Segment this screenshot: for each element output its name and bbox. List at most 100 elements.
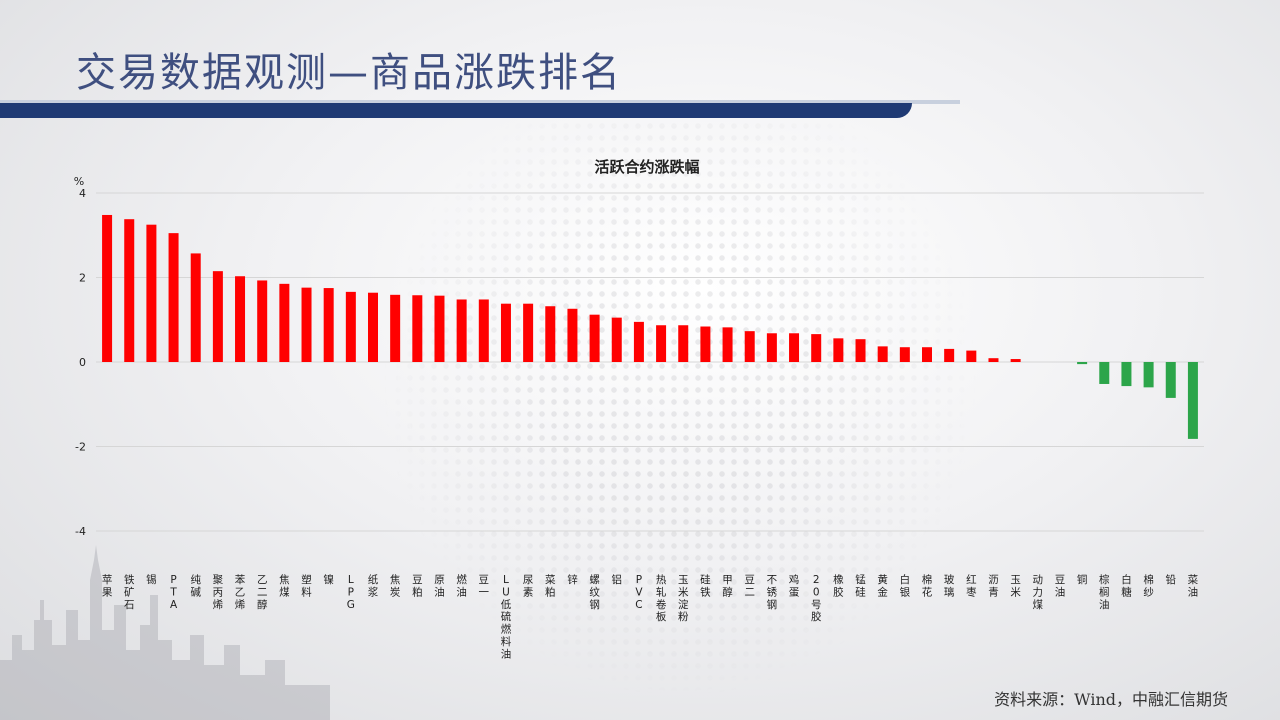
svg-text:卷: 卷 — [656, 598, 667, 611]
svg-text:0: 0 — [813, 586, 820, 598]
y-tick-label: 0 — [79, 356, 86, 369]
bar — [190, 253, 201, 362]
x-tick-label: PVC — [635, 574, 643, 611]
svg-text:L: L — [503, 574, 509, 586]
bar — [811, 334, 822, 362]
x-tick-label: 螺纹钢 — [589, 574, 600, 611]
x-tick-label: 动力煤 — [1033, 574, 1044, 611]
svg-text:白: 白 — [900, 573, 911, 586]
svg-text:油: 油 — [434, 585, 445, 598]
bar — [678, 325, 689, 362]
svg-text:煤: 煤 — [1033, 598, 1044, 611]
bar — [390, 294, 401, 362]
bar — [877, 346, 888, 362]
x-tick-label: 棉纱 — [1143, 573, 1154, 598]
bar — [1099, 362, 1110, 384]
svg-text:一: 一 — [479, 586, 490, 598]
city-skyline-decoration — [0, 545, 330, 720]
title-underline-light — [0, 100, 960, 104]
svg-text:豆: 豆 — [1055, 574, 1066, 586]
svg-text:炭: 炭 — [390, 586, 401, 598]
svg-text:不: 不 — [767, 574, 778, 586]
x-tick-label: 焦炭 — [390, 573, 401, 598]
svg-text:C: C — [635, 599, 642, 611]
svg-text:丙: 丙 — [213, 586, 224, 598]
svg-text:煤: 煤 — [279, 585, 290, 598]
x-tick-label: 聚丙烯 — [213, 574, 224, 611]
svg-text:燃: 燃 — [501, 623, 512, 636]
y-tick-label: 2 — [79, 272, 86, 285]
svg-text:焦: 焦 — [279, 573, 290, 586]
svg-text:A: A — [170, 599, 178, 611]
bar — [345, 291, 356, 362]
svg-text:G: G — [347, 599, 355, 611]
svg-text:低: 低 — [501, 598, 512, 611]
svg-text:玉: 玉 — [1010, 574, 1021, 586]
x-tick-label: 纸浆 — [368, 573, 379, 598]
y-tick-labels: 4 2 0 -2 -4 — [75, 187, 86, 538]
bar — [922, 347, 932, 362]
svg-text:粉: 粉 — [678, 610, 689, 623]
bar — [212, 271, 223, 362]
x-tick-label: 红枣 — [966, 573, 977, 598]
bar — [1077, 362, 1088, 365]
y-tick-label: -4 — [75, 525, 86, 538]
svg-text:油: 油 — [1099, 598, 1110, 611]
svg-text:U: U — [502, 586, 510, 598]
svg-text:枣: 枣 — [966, 586, 977, 598]
x-tick-label: 锡 — [146, 573, 157, 586]
x-tick-label: 塑料 — [301, 573, 312, 598]
bar — [279, 283, 290, 362]
x-tick-label: 黄金 — [877, 573, 888, 598]
svg-text:螺: 螺 — [589, 574, 600, 586]
svg-text:油: 油 — [456, 585, 467, 598]
svg-text:醇: 醇 — [257, 598, 268, 611]
svg-text:原: 原 — [434, 574, 445, 586]
bar — [567, 308, 578, 362]
chart-title: 活跃合约涨跌幅 — [594, 158, 699, 176]
svg-text:棉: 棉 — [922, 573, 933, 586]
bar — [589, 314, 600, 362]
bar — [301, 287, 312, 362]
bar — [478, 299, 489, 362]
bar — [368, 292, 378, 362]
x-tick-label: 苯乙烯 — [235, 573, 246, 611]
svg-text:油: 油 — [1055, 585, 1066, 598]
bar — [700, 326, 711, 362]
svg-text:乙: 乙 — [257, 574, 268, 586]
svg-text:碱: 碱 — [190, 586, 201, 598]
svg-text:锈: 锈 — [767, 585, 778, 598]
svg-text:料: 料 — [501, 635, 512, 648]
world-map-decoration — [380, 120, 980, 700]
x-tick-label: PTA — [169, 574, 178, 611]
svg-text:素: 素 — [523, 585, 534, 598]
svg-text:橡: 橡 — [833, 573, 844, 586]
svg-text:胶: 胶 — [833, 585, 844, 598]
svg-text:白: 白 — [1121, 573, 1132, 586]
x-tick-label: LPG — [347, 574, 355, 611]
bar — [1165, 362, 1176, 398]
svg-text:燃: 燃 — [456, 573, 467, 586]
x-tick-label: 菜粕 — [545, 574, 556, 598]
x-tick-label: 不锈钢 — [767, 574, 778, 611]
svg-text:锡: 锡 — [146, 573, 157, 586]
bar — [988, 358, 999, 362]
bar — [545, 306, 556, 362]
bar — [722, 327, 733, 362]
svg-text:胶: 胶 — [811, 610, 822, 623]
svg-text:镍: 镍 — [323, 573, 334, 586]
svg-text:米: 米 — [1010, 585, 1021, 598]
title-underline-bar — [0, 103, 912, 118]
svg-text:钢: 钢 — [589, 598, 600, 611]
x-tick-label: 原油 — [434, 574, 445, 598]
svg-text:银: 银 — [900, 585, 911, 598]
svg-text:P: P — [348, 586, 354, 598]
svg-text:黄: 黄 — [877, 573, 888, 586]
bar — [168, 233, 179, 362]
svg-text:V: V — [635, 586, 643, 598]
x-tick-label: 铁矿石 — [124, 573, 135, 611]
x-tick-label: 鸡蛋 — [789, 573, 800, 598]
